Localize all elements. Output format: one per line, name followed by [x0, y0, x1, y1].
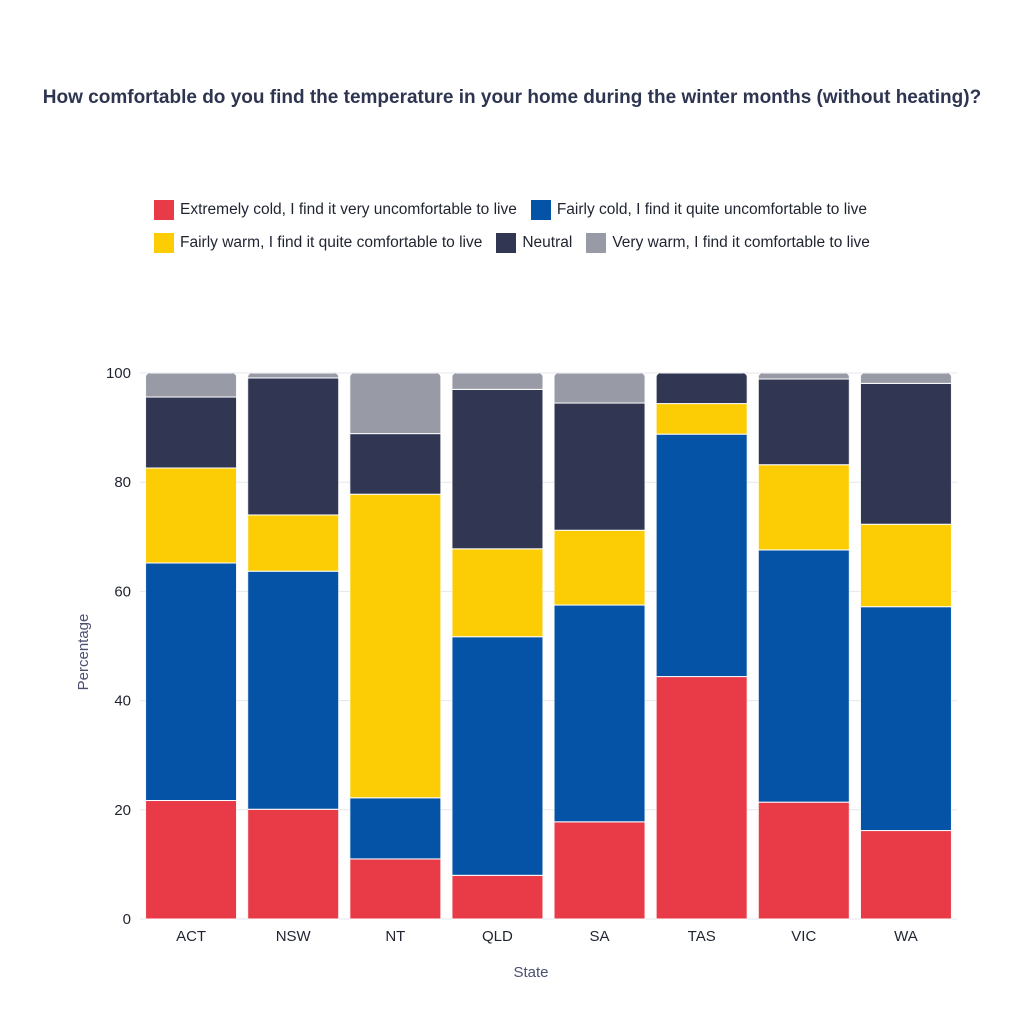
legend-row-2: Fairly warm, I find it quite comfortable… [154, 233, 870, 253]
bar-segment-wa-neutral[interactable] [860, 382, 952, 525]
legend-item-neutral[interactable]: Neutral [496, 233, 572, 253]
bar-segment-qld-fairly-cold[interactable] [451, 636, 543, 876]
bar-segment-tas-extremely-cold[interactable] [656, 676, 748, 920]
legend-label-fairly-cold: Fairly cold, I find it quite uncomfortab… [556, 201, 867, 218]
bar-segment-nsw-neutral[interactable] [247, 377, 339, 516]
bar-segment-act-fairly-warm[interactable] [145, 467, 237, 564]
bar-segment-act-very-warm[interactable] [145, 373, 237, 398]
bar-segment-wa-very-warm[interactable] [860, 373, 952, 384]
bar-segment-qld-neutral[interactable] [451, 388, 543, 550]
bar-segment-nsw-fairly-warm[interactable] [247, 514, 339, 572]
bars [145, 373, 952, 920]
y-tick-label-60: 60 [114, 583, 131, 600]
x-axis-label: State [513, 964, 548, 981]
legend-swatch-extremely-cold [154, 200, 174, 220]
bar-segment-nt-very-warm[interactable] [349, 373, 441, 435]
bar-segment-sa-very-warm[interactable] [554, 373, 646, 404]
legend-swatch-neutral [496, 233, 517, 253]
chart-title: How comfortable do you find the temperat… [42, 87, 982, 108]
bar-segment-wa-fairly-warm[interactable] [860, 523, 952, 608]
bar-segment-tas-neutral[interactable] [656, 373, 748, 405]
bar-segment-sa-neutral[interactable] [554, 402, 646, 531]
x-tick-label-qld: QLD [482, 928, 513, 945]
x-tick-label-tas: TAS [688, 928, 716, 945]
legend-row-1: Extremely cold, I find it very uncomfort… [154, 200, 867, 220]
bar-segment-nt-neutral[interactable] [349, 433, 441, 495]
y-tick-label-20: 20 [114, 802, 131, 819]
bar-stack-tas[interactable] [656, 373, 748, 920]
bar-segment-act-fairly-cold[interactable] [145, 562, 237, 802]
bar-segment-qld-fairly-warm[interactable] [451, 548, 543, 638]
bar-segment-wa-fairly-cold[interactable] [860, 606, 952, 832]
legend-swatch-very-warm [586, 233, 607, 253]
bar-segment-qld-extremely-cold[interactable] [451, 874, 543, 920]
bar-stack-act[interactable] [145, 373, 237, 920]
bar-segment-nt-extremely-cold[interactable] [349, 858, 441, 920]
bar-segment-nt-fairly-cold[interactable] [349, 797, 441, 860]
y-tick-label-40: 40 [114, 693, 131, 710]
legend-item-extremely-cold[interactable]: Extremely cold, I find it very uncomfort… [154, 200, 517, 220]
bar-segment-sa-fairly-warm[interactable] [554, 529, 646, 606]
bar-stack-nt[interactable] [349, 373, 441, 920]
bar-segment-tas-fairly-warm[interactable] [656, 403, 748, 435]
y-tick-label-0: 0 [123, 911, 131, 928]
legend-item-fairly-warm[interactable]: Fairly warm, I find it quite comfortable… [154, 233, 482, 253]
bar-segment-nsw-extremely-cold[interactable] [247, 808, 339, 920]
bar-segment-nt-fairly-warm[interactable] [349, 493, 441, 799]
bar-segment-vic-fairly-cold[interactable] [758, 549, 850, 803]
x-tick-label-nsw: NSW [276, 928, 312, 945]
x-tick-label-wa: WA [894, 928, 918, 945]
bar-segment-vic-extremely-cold[interactable] [758, 801, 850, 920]
bar-segment-nsw-very-warm[interactable] [247, 373, 339, 379]
x-tick-label-sa: SA [590, 928, 610, 945]
bar-segment-tas-fairly-cold[interactable] [656, 433, 748, 678]
bar-segment-vic-fairly-warm[interactable] [758, 464, 850, 551]
y-tick-label-80: 80 [114, 474, 131, 491]
y-tick-label-100: 100 [106, 365, 131, 382]
bar-stack-sa[interactable] [554, 373, 646, 920]
bar-stack-wa[interactable] [860, 373, 952, 920]
bar-segment-wa-extremely-cold[interactable] [860, 830, 952, 920]
bar-segment-act-neutral[interactable] [145, 396, 237, 469]
bar-segment-qld-very-warm[interactable] [451, 373, 543, 390]
bar-stack-vic[interactable] [758, 373, 850, 920]
legend-label-neutral: Neutral [522, 234, 573, 251]
legend-swatch-fairly-warm [154, 233, 174, 253]
bar-segment-vic-neutral[interactable] [758, 378, 850, 466]
legend-label-extremely-cold: Extremely cold, I find it very uncomfort… [180, 201, 517, 218]
bar-stack-nsw[interactable] [247, 373, 339, 920]
x-tick-label-vic: VIC [791, 928, 816, 945]
legend-item-fairly-cold[interactable]: Fairly cold, I find it quite uncomfortab… [530, 200, 867, 220]
y-axis-label: Percentage [75, 614, 92, 691]
x-axis-ticks: ACT NSW NT QLD SA TAS VIC WA [176, 928, 918, 945]
bar-segment-vic-very-warm[interactable] [758, 373, 850, 380]
bar-segment-sa-fairly-cold[interactable] [554, 604, 646, 823]
legend-swatch-fairly-cold [530, 200, 551, 220]
legend-label-very-warm: Very warm, I find it comfortable to live [612, 234, 870, 251]
x-tick-label-nt: NT [385, 928, 405, 945]
bar-segment-act-extremely-cold[interactable] [145, 800, 237, 920]
legend-label-fairly-warm: Fairly warm, I find it quite comfortable… [180, 234, 483, 251]
y-axis-ticks: 0 20 40 60 80 100 [106, 365, 131, 928]
bar-segment-nsw-fairly-cold[interactable] [247, 570, 339, 810]
x-tick-label-act: ACT [176, 928, 206, 945]
bar-stack-qld[interactable] [451, 373, 543, 920]
legend-item-very-warm[interactable]: Very warm, I find it comfortable to live [586, 233, 870, 253]
bar-segment-sa-extremely-cold[interactable] [554, 821, 646, 920]
